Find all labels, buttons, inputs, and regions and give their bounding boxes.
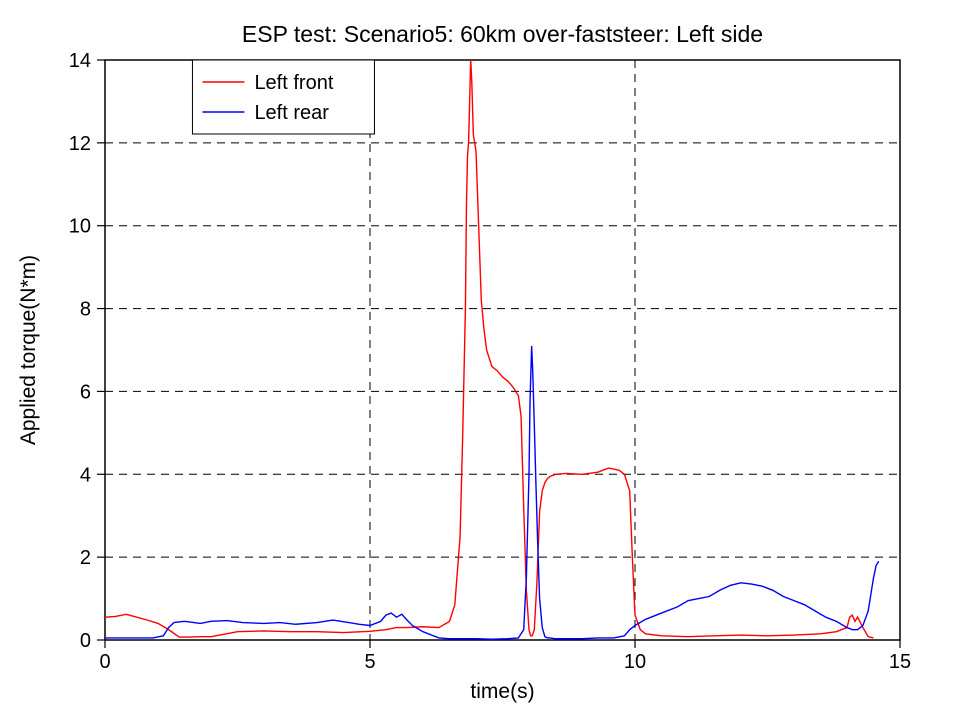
svg-text:5: 5 <box>364 651 375 673</box>
svg-text:2: 2 <box>80 547 91 569</box>
svg-text:0: 0 <box>99 651 110 673</box>
svg-text:time(s): time(s) <box>470 680 534 703</box>
chart-container: 0 5 10 15 0 2 4 6 8 10 12 14 ESP test: Scenario5: 60… <box>0 0 962 723</box>
svg-text:ESP test: Scenario5: 60km over: ESP test: Scenario5: 60km over-faststeer… <box>242 21 763 47</box>
chart-svg: 0 5 10 15 0 2 4 6 8 10 12 14 ESP test: Scenario5: 60… <box>0 0 962 723</box>
svg-text:15: 15 <box>889 651 911 673</box>
svg-text:Left front: Left front <box>254 72 333 94</box>
svg-text:10: 10 <box>69 216 91 238</box>
svg-text:Left rear: Left rear <box>254 102 329 124</box>
svg-text:4: 4 <box>80 464 91 486</box>
svg-text:12: 12 <box>69 133 91 155</box>
svg-text:6: 6 <box>80 381 91 403</box>
svg-text:Applied torque(N*m): Applied torque(N*m) <box>17 255 40 445</box>
svg-text:14: 14 <box>69 50 91 72</box>
svg-text:8: 8 <box>80 299 91 321</box>
svg-text:0: 0 <box>80 630 91 652</box>
svg-text:10: 10 <box>624 651 646 673</box>
